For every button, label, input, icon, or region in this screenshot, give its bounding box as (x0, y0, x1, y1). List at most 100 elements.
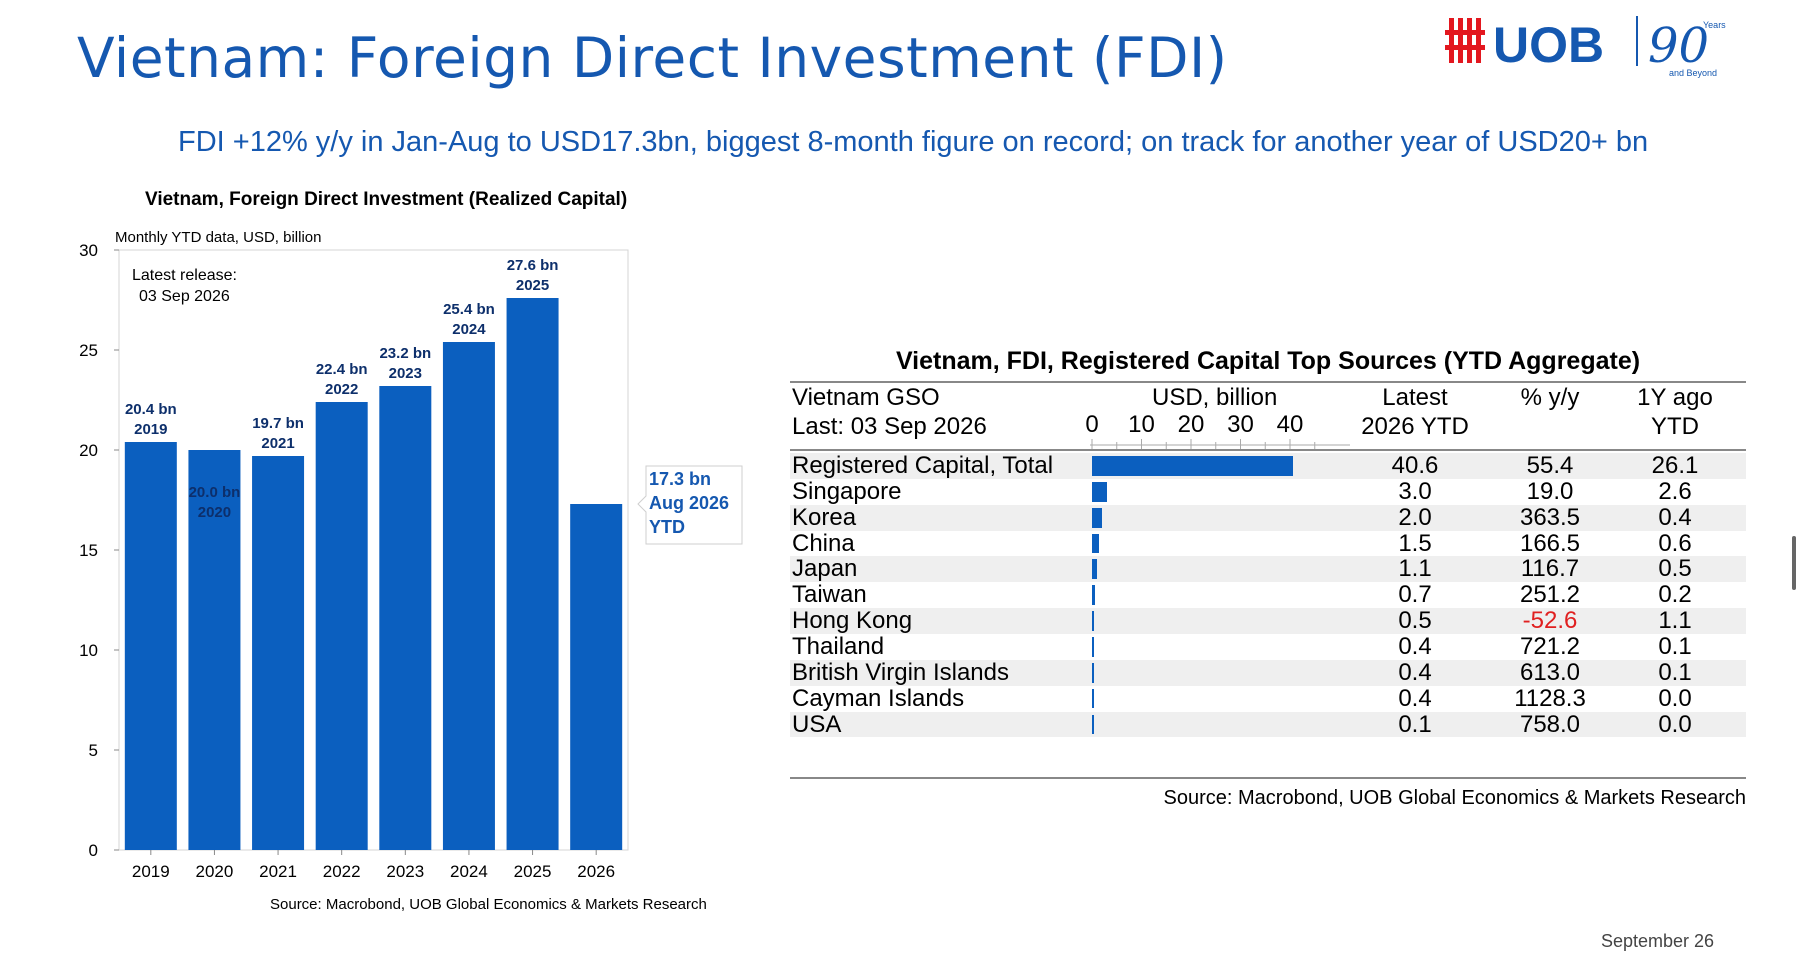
table-title: Vietnam, FDI, Registered Capital Top Sou… (895, 347, 1641, 375)
row-value-bar (1092, 559, 1098, 580)
y-tick-label: 0 (89, 841, 98, 860)
bar-2023 (379, 386, 432, 850)
row-source-name: Cayman Islands (792, 684, 965, 712)
data-label-2020: 20.0 bn 2020 (189, 484, 241, 521)
row-source-name: China (792, 529, 855, 557)
row-1y-ago: 0.5 (1658, 555, 1692, 583)
row-yoy: 251.2 (1519, 581, 1581, 609)
slide-edge-mark (1792, 536, 1796, 590)
row-value-bar (1092, 688, 1094, 709)
row-value-bar (1092, 533, 1100, 554)
row-latest: 0.4 (1398, 658, 1432, 686)
latest-release-note: Latest release: 03 Sep 2026 (132, 267, 237, 305)
table-row: China 1.5 166.5 0.6 (790, 529, 1746, 557)
uob-logo: UOB 90 Years and Beyond (1445, 16, 1726, 78)
row-yoy: 19.0 (1526, 477, 1574, 505)
row-latest: 40.6 (1391, 452, 1439, 479)
header-bar-unit: USD, billion (1152, 384, 1278, 411)
bar-chart-source: Source: Macrobond, UOB Global Economics … (270, 896, 707, 913)
row-yoy: 166.5 (1519, 529, 1581, 557)
registered-capital-table: Vietnam, FDI, Registered Capital Top Sou… (790, 345, 1746, 815)
row-value-bar (1092, 481, 1107, 502)
bar-2025 (506, 298, 559, 850)
bar-chart-unit: Monthly YTD data, USD, billion (115, 229, 322, 246)
row-value-bar (1092, 611, 1095, 631)
y-tick-label: 20 (79, 441, 98, 460)
row-latest: 0.4 (1398, 632, 1432, 660)
x-tick-label: 2024 (450, 862, 488, 881)
row-1y-ago: 2.6 (1658, 477, 1692, 505)
row-1y-ago: 0.1 (1658, 632, 1692, 660)
table-row: Registered Capital, Total 40.6 55.4 26.1 (790, 453, 1746, 479)
row-value-bar (1092, 636, 1094, 657)
row-source-name: Registered Capital, Total (792, 452, 1054, 479)
bar-2026 (570, 504, 623, 850)
bar-2024 (442, 342, 495, 850)
y-tick-label: 5 (89, 741, 98, 760)
x-tick-label: 2026 (577, 862, 615, 881)
page-subtitle: FDI +12% y/y in Jan-Aug to USD17.3bn, bi… (178, 126, 1649, 158)
row-value-bar (1092, 662, 1094, 683)
row-1y-ago: 1.1 (1658, 607, 1692, 635)
y-tick-label: 10 (79, 641, 98, 660)
row-1y-ago: 0.4 (1658, 503, 1692, 531)
page-title: Vietnam: Foreign Direct Investment (FDI) (77, 26, 1228, 90)
row-yoy: 613.0 (1519, 658, 1581, 686)
y-tick-label: 25 (79, 341, 98, 360)
logo-divider (1636, 16, 1638, 66)
bar-axis-tick-label: 30 (1227, 411, 1254, 438)
footer-date: September 26 (1601, 931, 1715, 951)
row-value-bar (1092, 456, 1293, 476)
row-source-name: Hong Kong (792, 607, 913, 635)
row-latest: 2.0 (1398, 503, 1432, 531)
table-row: Japan 1.1 116.7 0.5 (790, 555, 1746, 583)
row-latest: 3.0 (1398, 477, 1432, 505)
x-tick-label: 2023 (386, 862, 424, 881)
data-label-2023: 23.2 bn 2023 (379, 345, 431, 382)
row-yoy: 758.0 (1519, 710, 1581, 738)
row-value-bar (1092, 507, 1102, 528)
logo-years-number: 90 (1648, 18, 1709, 74)
bar-axis-tick-label: 20 (1177, 411, 1205, 438)
bar-axis-tick-label: 0 (1085, 411, 1099, 438)
row-source-name: Korea (792, 503, 857, 531)
row-1y-ago: 0.2 (1658, 581, 1692, 609)
row-yoy: 1128.3 (1514, 684, 1586, 712)
bar-2021 (252, 456, 305, 850)
uob-emblem-icon (1445, 18, 1485, 63)
bar-axis-line (1090, 439, 1350, 449)
data-label-2019: 20.4 bn 2019 (125, 401, 177, 438)
header-1y-ago-line1: 1Y ago (1637, 384, 1713, 411)
row-value-bar (1092, 585, 1096, 606)
header-latest-line2: 2026 YTD (1361, 413, 1469, 440)
row-1y-ago: 0.1 (1658, 658, 1692, 686)
row-yoy: 55.4 (1526, 452, 1574, 479)
row-source-name: USA (792, 710, 842, 738)
bar-chart-title: Vietnam, Foreign Direct Investment (Real… (145, 189, 628, 210)
table-row: Taiwan 0.7 251.2 0.2 (790, 582, 1746, 608)
bar-2019 (124, 442, 177, 850)
row-latest: 0.7 (1398, 581, 1432, 609)
x-tick-label: 2019 (132, 862, 170, 881)
x-tick-label: 2025 (514, 862, 552, 881)
table-row: British Virgin Islands 0.4 613.0 0.1 (790, 658, 1746, 686)
x-tick-label: 2022 (323, 862, 361, 881)
data-label-2021: 19.7 bn 2021 (252, 415, 304, 452)
latest-value-callout: 17.3 bn Aug 2026 YTD (649, 469, 729, 537)
data-label-2022: 22.4 bn 2022 (316, 361, 368, 398)
row-source-name: Thailand (792, 632, 885, 660)
row-source-name: Taiwan (792, 581, 867, 609)
table-top-rule (790, 381, 1746, 383)
bar-axis-tick-label: 10 (1128, 411, 1155, 438)
table-source: Source: Macrobond, UOB Global Economics … (1163, 787, 1746, 809)
x-tick-label: 2021 (259, 862, 297, 881)
row-1y-ago: 0.0 (1658, 684, 1692, 712)
row-1y-ago: 0.0 (1658, 710, 1692, 738)
data-label-2024: 25.4 bn 2024 (443, 301, 495, 338)
table-row: Thailand 0.4 721.2 0.1 (790, 634, 1746, 660)
logo-brand: UOB (1493, 17, 1604, 73)
row-latest: 1.5 (1398, 529, 1432, 557)
header-source-line2: Last: 03 Sep 2026 (792, 413, 987, 440)
header-yoy: % y/y (1520, 384, 1580, 411)
